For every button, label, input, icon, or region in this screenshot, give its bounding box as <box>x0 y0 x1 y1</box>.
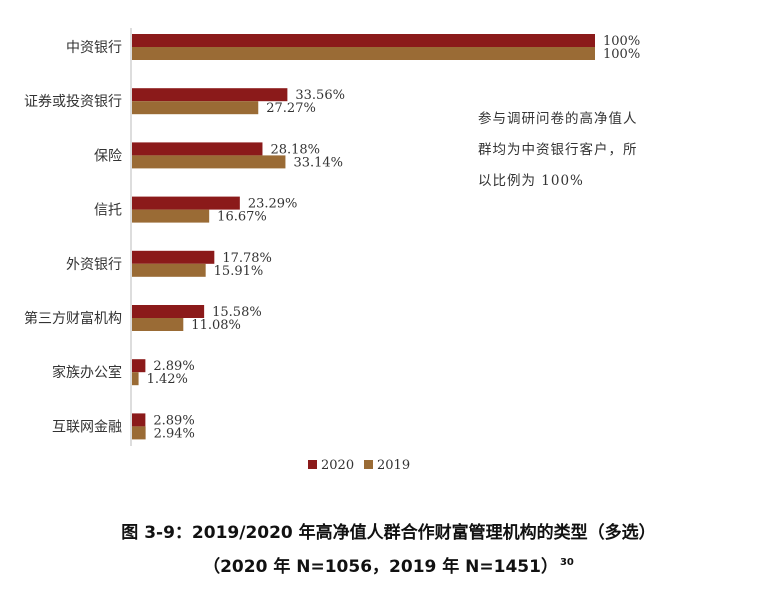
annotation-line: 以比例为 100% <box>478 173 584 189</box>
bar-2019 <box>132 47 595 60</box>
value-label-2020: 15.58% <box>212 305 262 320</box>
bar-2019 <box>132 263 206 277</box>
value-label-2019: 2.94% <box>154 426 195 441</box>
bars <box>132 34 595 440</box>
annotation-line: 群均为中资银行客户，所 <box>478 142 638 158</box>
caption-sample-sizes: （2020 年 N=1056，2019 年 N=1451） <box>203 557 558 577</box>
category-label: 保险 <box>94 148 122 164</box>
footnote-marker: 30 <box>559 557 574 569</box>
category-label: 外资银行 <box>66 257 122 273</box>
bar-2020 <box>132 34 595 47</box>
bar-2019 <box>132 209 210 223</box>
bar-2020 <box>132 142 263 156</box>
value-label-2019: 33.14% <box>293 155 343 170</box>
category-label: 第三方财富机构 <box>24 310 122 327</box>
bar-2019 <box>132 318 184 331</box>
category-label: 家族办公室 <box>52 364 122 381</box>
bar-2020 <box>132 196 240 210</box>
bar-2019 <box>132 101 259 115</box>
category-label: 证券或投资银行 <box>24 94 122 110</box>
value-label-2019: 1.42% <box>147 372 188 387</box>
bar-2020 <box>132 250 215 264</box>
figure-caption-title: 图 3-9：2019/2020 年高净值人群合作财富管理机构的类型（多选） <box>121 523 656 543</box>
legend-label-2019: 2019 <box>377 458 410 473</box>
legend-label-2020: 2020 <box>321 458 354 473</box>
annotation-line: 参与调研问卷的高净值人 <box>478 111 638 127</box>
bar-2020 <box>132 413 146 427</box>
value-label-2020: 33.56% <box>295 88 345 103</box>
value-label-2019: 27.27% <box>266 101 316 116</box>
legend-swatch-2020 <box>308 460 317 469</box>
annotation-note: 参与调研问卷的高净值人 群均为中资银行客户，所 以比例为 100% <box>478 104 708 197</box>
bar-2019 <box>132 155 286 169</box>
value-label-2020: 2.89% <box>153 359 194 374</box>
value-label-2019: 100% <box>603 47 640 62</box>
bar-2019 <box>132 372 139 386</box>
value-label-2020: 17.78% <box>222 251 272 266</box>
value-label-2020: 100% <box>603 34 640 49</box>
value-labels: 100%100% 33.56%27.27% 28.18%33.14% 23.29%16… <box>147 34 641 441</box>
legend-swatch-2019 <box>364 460 373 469</box>
value-label-2019: 16.67% <box>217 210 267 225</box>
bar-2019 <box>132 426 146 440</box>
bar-2020 <box>132 88 288 102</box>
category-label: 互联网金融 <box>52 419 122 435</box>
bar-2020 <box>132 305 205 318</box>
value-label-2019: 11.08% <box>191 318 241 333</box>
value-label-2019: 15.91% <box>214 264 264 279</box>
legend: 2020 2019 <box>308 458 410 473</box>
bar-2020 <box>132 359 146 373</box>
figure-caption-subtitle: （2020 年 N=1056，2019 年 N=1451） 30 <box>0 552 777 577</box>
category-label: 中资银行 <box>66 40 122 56</box>
category-label: 信托 <box>94 203 122 219</box>
value-label-2020: 2.89% <box>153 413 194 428</box>
value-label-2020: 23.29% <box>248 197 298 212</box>
value-label-2020: 28.18% <box>270 142 320 157</box>
